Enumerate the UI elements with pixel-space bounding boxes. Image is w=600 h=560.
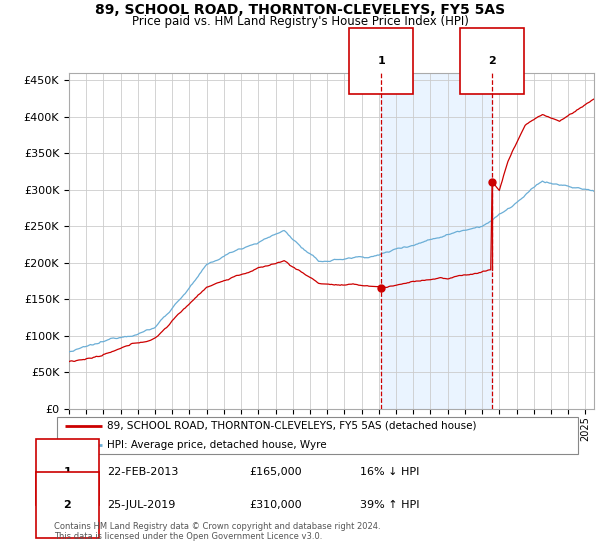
Text: Contains HM Land Registry data © Crown copyright and database right 2024.
This d: Contains HM Land Registry data © Crown c… — [54, 522, 380, 542]
Text: £310,000: £310,000 — [250, 500, 302, 510]
Text: Price paid vs. HM Land Registry's House Price Index (HPI): Price paid vs. HM Land Registry's House … — [131, 15, 469, 28]
Text: HPI: Average price, detached house, Wyre: HPI: Average price, detached house, Wyre — [107, 440, 326, 450]
Text: £165,000: £165,000 — [250, 467, 302, 477]
FancyBboxPatch shape — [56, 417, 578, 454]
Text: 22-FEB-2013: 22-FEB-2013 — [107, 467, 178, 477]
Text: 1: 1 — [377, 56, 385, 66]
Text: 2: 2 — [64, 500, 71, 510]
Text: 16% ↓ HPI: 16% ↓ HPI — [360, 467, 419, 477]
Text: 89, SCHOOL ROAD, THORNTON-CLEVELEYS, FY5 5AS: 89, SCHOOL ROAD, THORNTON-CLEVELEYS, FY5… — [95, 3, 505, 17]
Text: 39% ↑ HPI: 39% ↑ HPI — [360, 500, 420, 510]
Text: 89, SCHOOL ROAD, THORNTON-CLEVELEYS, FY5 5AS (detached house): 89, SCHOOL ROAD, THORNTON-CLEVELEYS, FY5… — [107, 421, 476, 431]
Text: 2: 2 — [488, 56, 496, 66]
Text: 1: 1 — [64, 467, 71, 477]
Bar — [381, 73, 492, 409]
Text: 25-JUL-2019: 25-JUL-2019 — [107, 500, 175, 510]
